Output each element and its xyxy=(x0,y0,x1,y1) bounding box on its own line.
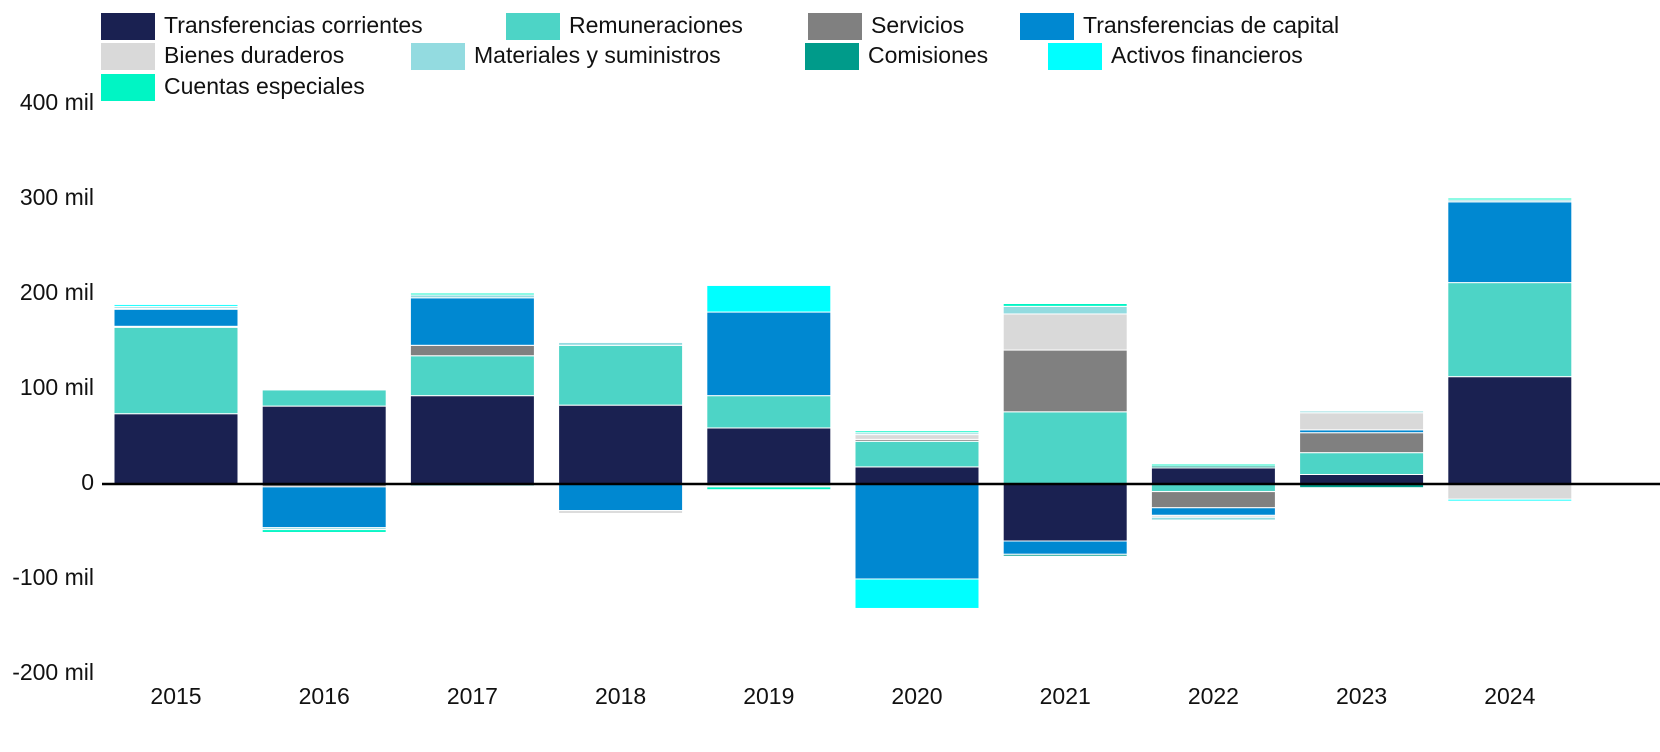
bar-segment xyxy=(409,344,535,357)
x-tick-label: 2024 xyxy=(1484,683,1535,709)
legend-label: Activos financieros xyxy=(1111,42,1303,68)
bar-segment xyxy=(261,389,387,407)
bar-segment xyxy=(706,311,832,397)
bar-segment xyxy=(854,578,980,609)
bar-segment xyxy=(1150,516,1276,521)
bar-segment xyxy=(1002,483,1128,542)
legend-swatch xyxy=(101,74,155,101)
bar-segment xyxy=(1447,498,1573,502)
bar-segment xyxy=(1150,463,1276,467)
legend-swatch xyxy=(808,13,862,40)
bar-segment xyxy=(558,344,684,406)
legend-label: Remuneraciones xyxy=(569,12,743,38)
bar-segment xyxy=(261,529,387,533)
bar-segment xyxy=(409,355,535,397)
bar-segment xyxy=(261,486,387,529)
legend-label: Servicios xyxy=(871,12,964,38)
y-tick-label: 200 mil xyxy=(20,279,94,305)
bar-segment xyxy=(1002,411,1128,485)
bar-segment xyxy=(261,405,387,485)
bar-segment xyxy=(1299,452,1425,475)
legend-swatch xyxy=(411,43,465,70)
bar-segment xyxy=(113,303,239,307)
bar-segment xyxy=(706,395,832,429)
bar-segment xyxy=(1447,282,1573,378)
bar-segment xyxy=(1002,553,1128,557)
bar-segment xyxy=(558,404,684,485)
legend-swatch xyxy=(506,13,560,40)
bar-segment xyxy=(113,308,239,327)
bar-segment xyxy=(706,427,832,485)
y-tick-label: -200 mil xyxy=(12,659,94,685)
legend-label: Cuentas especiales xyxy=(164,73,365,99)
x-tick-label: 2016 xyxy=(299,683,350,709)
bar-segment xyxy=(558,483,684,512)
bar-segment xyxy=(854,430,980,434)
legend-swatch xyxy=(1048,43,1102,70)
bar-segment xyxy=(113,326,239,415)
bar-segment xyxy=(1447,197,1573,201)
bar-segment xyxy=(854,466,980,485)
x-tick-label: 2015 xyxy=(150,683,201,709)
y-tick-label: 100 mil xyxy=(20,374,94,400)
legend-swatch xyxy=(101,43,155,70)
x-tick-label: 2022 xyxy=(1188,683,1239,709)
bar-segment xyxy=(1447,201,1573,284)
bar-segment xyxy=(558,341,684,346)
bar-segment xyxy=(854,434,980,440)
bar-segment xyxy=(1299,487,1425,490)
legend-swatch xyxy=(101,13,155,40)
x-tick-label: 2023 xyxy=(1336,683,1387,709)
x-tick-label: 2017 xyxy=(447,683,498,709)
bar-segment xyxy=(1299,432,1425,454)
bar-segment xyxy=(1002,303,1128,307)
bar-segment xyxy=(558,513,684,516)
bar-segment xyxy=(1002,540,1128,555)
bar-segment xyxy=(854,440,980,468)
x-tick-label: 2020 xyxy=(891,683,942,709)
legend-swatch xyxy=(805,43,859,70)
x-tick-label: 2019 xyxy=(743,683,794,709)
bar-segment xyxy=(1002,349,1128,413)
bar-segment xyxy=(1150,507,1276,516)
bar-segment xyxy=(409,292,535,296)
y-tick-label: 300 mil xyxy=(20,184,94,210)
bar-segment xyxy=(1150,467,1276,485)
bar-segment xyxy=(854,483,980,580)
bar-segment xyxy=(1447,376,1573,485)
bar-segment xyxy=(1447,483,1573,500)
bar-segment xyxy=(706,284,832,313)
y-tick-label: 0 xyxy=(81,469,94,495)
y-tick-label: -100 mil xyxy=(12,564,94,590)
legend-label: Transferencias de capital xyxy=(1083,12,1339,38)
x-tick-label: 2021 xyxy=(1040,683,1091,709)
bar-segment xyxy=(1299,474,1425,485)
bar-segment xyxy=(1002,313,1128,351)
legend-label: Comisiones xyxy=(868,42,988,68)
legend-label: Materiales y suministros xyxy=(474,42,721,68)
y-tick-label: 400 mil xyxy=(20,89,94,115)
bar-segment xyxy=(1150,491,1276,509)
legend-label: Bienes duraderos xyxy=(164,42,344,68)
bar-segment xyxy=(1002,305,1128,315)
bar-segment xyxy=(1299,409,1425,412)
bar-segment xyxy=(409,297,535,346)
x-tick-label: 2018 xyxy=(595,683,646,709)
bar-segment xyxy=(113,413,239,485)
legend-label: Transferencias corrientes xyxy=(164,12,423,38)
bar-segment xyxy=(1299,412,1425,431)
bar-segment xyxy=(706,486,832,491)
bar-segment xyxy=(409,395,535,485)
legend-swatch xyxy=(1020,13,1074,40)
